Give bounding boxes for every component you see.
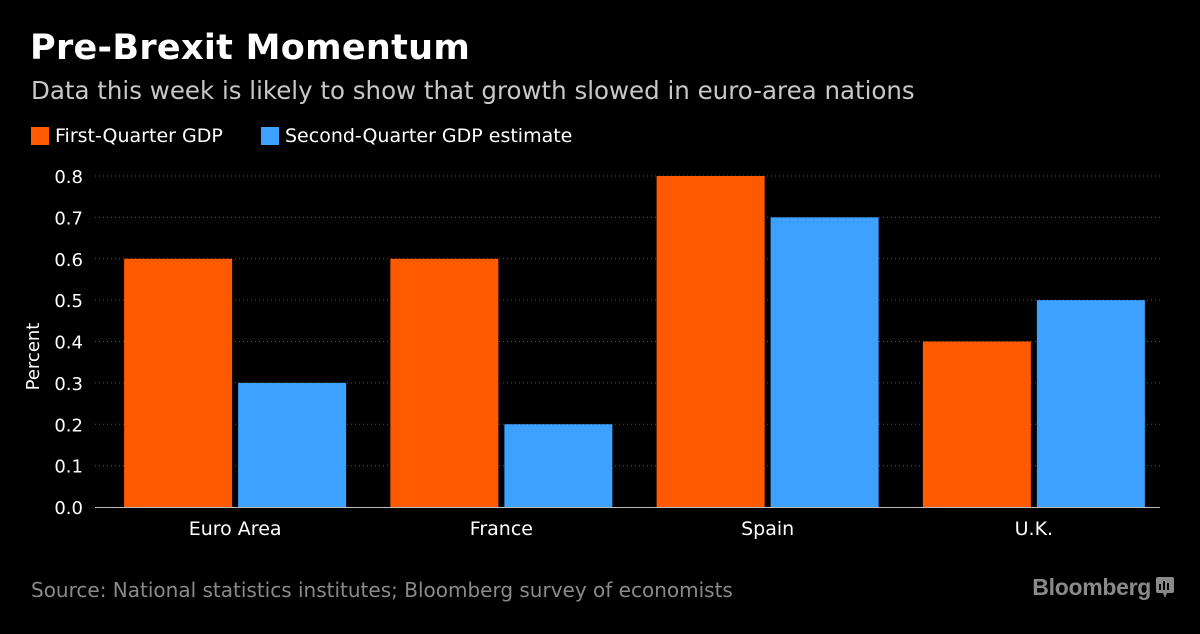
chart-subtitle: Data this week is likely to show that gr… — [31, 76, 915, 105]
legend-swatch-first-quarter — [31, 127, 49, 145]
y-tick-label: 0.3 — [54, 374, 83, 395]
bar-first-quarter — [922, 341, 1031, 507]
brand-name: Bloomberg — [1032, 574, 1151, 600]
legend-item-first-quarter: First-Quarter GDP — [31, 124, 223, 148]
y-tick-label: 0.7 — [54, 208, 83, 229]
y-axis-label: Percent — [23, 323, 44, 391]
chart-title: Pre-Brexit Momentum — [30, 28, 471, 68]
bar-second-quarter — [770, 217, 879, 507]
x-tick-label: France — [470, 518, 533, 540]
legend-label-first-quarter: First-Quarter GDP — [55, 125, 223, 147]
bar-second-quarter — [1036, 300, 1145, 507]
bar-first-quarter — [390, 258, 499, 507]
y-tick-label: 0.8 — [54, 167, 83, 188]
bar-first-quarter — [656, 176, 765, 507]
legend-swatch-second-quarter — [261, 127, 279, 145]
y-tick-label: 0.0 — [54, 498, 83, 519]
legend-item-second-quarter: Second-Quarter GDP estimate — [261, 124, 572, 148]
legend-label-second-quarter: Second-Quarter GDP estimate — [285, 125, 573, 147]
y-tick-label: 0.1 — [54, 457, 83, 478]
x-tick-label: Spain — [741, 518, 794, 540]
x-tick-label: Euro Area — [189, 518, 282, 540]
bloomberg-logo: Bloomberg — [1032, 574, 1174, 601]
y-tick-label: 0.5 — [54, 291, 83, 312]
bar-first-quarter — [124, 258, 233, 507]
y-tick-label: 0.6 — [54, 250, 83, 271]
source-note: Source: National statistics institutes; … — [31, 578, 733, 602]
bloomberg-terminal-icon — [1156, 576, 1174, 598]
y-tick-label: 0.2 — [54, 415, 83, 436]
bar-second-quarter — [238, 382, 347, 507]
x-tick-label: U.K. — [1015, 518, 1053, 540]
y-tick-label: 0.4 — [54, 333, 83, 354]
bar-second-quarter — [504, 424, 613, 507]
